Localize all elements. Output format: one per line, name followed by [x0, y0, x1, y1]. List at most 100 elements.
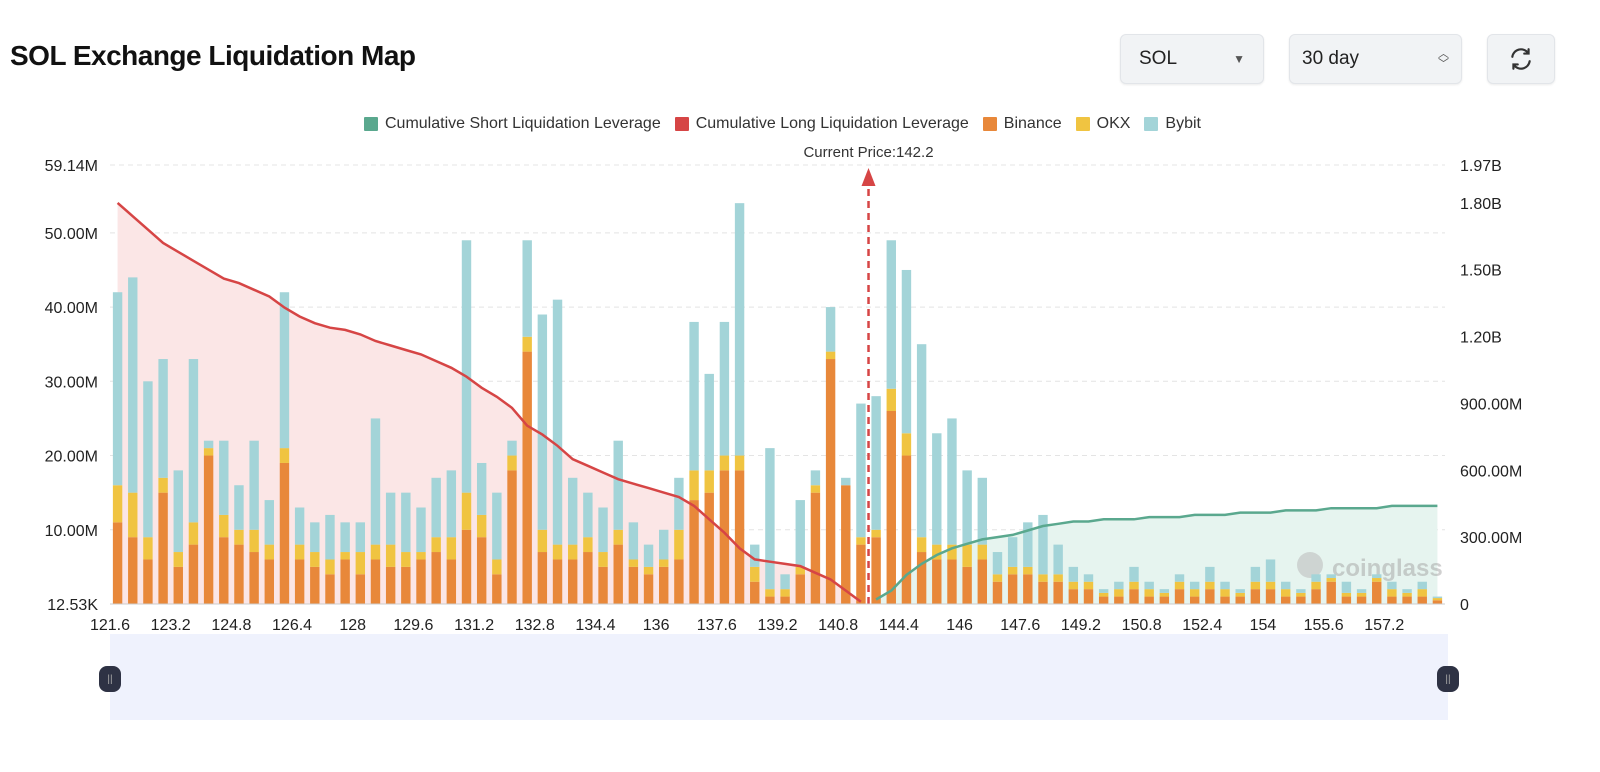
bar-okx	[249, 529, 259, 553]
bar-bybit	[1189, 581, 1200, 590]
bar-bybit	[1311, 574, 1321, 582]
bar-binance	[765, 596, 775, 604]
bar-okx	[916, 537, 927, 553]
bar-bybit	[916, 344, 927, 538]
bar-bybit	[901, 269, 912, 434]
bar-binance	[734, 470, 745, 604]
bar-binance	[613, 544, 623, 604]
bar-bybit	[734, 203, 745, 456]
bar-binance	[659, 566, 669, 604]
legend-item[interactable]: Cumulative Long Liquidation Leverage	[674, 115, 969, 133]
bar-binance	[841, 485, 851, 604]
bar-binance	[143, 559, 153, 604]
bar-bybit	[1432, 596, 1443, 599]
bar-bybit	[947, 418, 957, 545]
bar-okx	[1341, 592, 1352, 597]
bar-bybit	[567, 477, 578, 545]
x-tick-label: 146	[946, 617, 973, 634]
bar-bybit	[1387, 581, 1397, 590]
bar-binance	[1068, 589, 1079, 604]
bar-bybit	[1341, 581, 1352, 593]
watermark-icon	[1297, 552, 1323, 578]
bar-bybit	[173, 470, 183, 553]
bar-okx	[567, 544, 578, 560]
legend-swatch	[982, 117, 997, 131]
bar-okx	[583, 537, 593, 553]
y-left-tick-label: 50.00M	[45, 226, 98, 243]
bar-binance	[856, 544, 866, 604]
symbol-select-value: SOL	[1139, 48, 1178, 69]
bar-bybit	[1281, 581, 1291, 590]
bar-bybit	[355, 522, 366, 553]
bar-binance	[1296, 596, 1306, 604]
x-tick-label: 128	[339, 617, 366, 634]
bar-binance	[1341, 596, 1352, 604]
bar-binance	[1235, 596, 1245, 604]
bar-okx	[1114, 589, 1124, 597]
bar-bybit	[188, 359, 199, 523]
bar-okx	[264, 544, 274, 560]
bar-binance	[446, 559, 457, 604]
slider-handle-left[interactable]: ||	[99, 666, 121, 692]
bar-okx	[1296, 592, 1306, 597]
symbol-select[interactable]: SOL ▼	[1120, 34, 1264, 84]
period-select[interactable]: 30 day ︿ ﹀	[1289, 34, 1462, 84]
bar-okx	[219, 514, 229, 538]
bar-binance	[810, 492, 821, 604]
bar-bybit	[1098, 589, 1109, 593]
bar-binance	[916, 552, 927, 604]
bar-binance	[492, 574, 502, 604]
bar-bybit	[112, 292, 123, 486]
legend-item[interactable]: Binance	[982, 115, 1062, 133]
bar-bybit	[234, 485, 244, 530]
legend-item[interactable]: Bybit	[1144, 115, 1201, 133]
bar-bybit	[385, 492, 396, 545]
bar-binance	[1129, 589, 1139, 604]
bar-okx	[1417, 589, 1427, 597]
bar-bybit	[719, 321, 730, 456]
x-tick-label: 126.4	[272, 617, 312, 634]
slider-handle-right[interactable]: ||	[1437, 666, 1459, 692]
refresh-icon	[1511, 48, 1531, 70]
bar-bybit	[461, 240, 472, 493]
data-zoom-slider[interactable]: || ||	[99, 634, 1459, 720]
legend-swatch	[674, 117, 689, 131]
bar-okx	[659, 559, 669, 567]
bar-bybit	[992, 552, 1003, 575]
x-tick-label: 131.2	[454, 617, 494, 634]
bar-binance	[1189, 596, 1200, 604]
bar-bybit	[1038, 514, 1048, 575]
refresh-button[interactable]	[1487, 34, 1555, 84]
bar-binance	[1220, 596, 1230, 604]
bar-okx	[689, 470, 699, 501]
bar-binance	[476, 537, 487, 604]
bar-binance	[1356, 596, 1367, 604]
x-tick-label: 154	[1250, 617, 1277, 634]
legend-item[interactable]: Cumulative Short Liquidation Leverage	[363, 115, 661, 133]
bar-okx	[1205, 581, 1215, 590]
x-tick-label: 150.8	[1122, 617, 1162, 634]
bar-bybit	[1114, 581, 1124, 590]
bar-bybit	[1023, 522, 1033, 567]
watermark-logo: coinglass	[1297, 552, 1443, 582]
x-tick-label: 152.4	[1182, 617, 1222, 634]
bar-okx	[1053, 574, 1063, 582]
bar-binance	[461, 529, 472, 604]
bar-binance	[750, 581, 760, 604]
bar-okx	[476, 514, 487, 538]
bar-okx	[401, 552, 411, 567]
x-tick-label: 137.6	[697, 617, 737, 634]
bar-bybit	[1053, 544, 1063, 575]
bar-okx	[1281, 589, 1291, 597]
bar-binance	[643, 574, 654, 604]
bar-binance	[583, 552, 593, 604]
bar-okx	[325, 559, 335, 575]
bar-binance	[871, 537, 881, 604]
bar-binance	[219, 537, 229, 604]
bar-binance	[264, 559, 274, 604]
bar-bybit	[158, 359, 168, 478]
bar-okx	[203, 448, 214, 456]
bar-bybit	[825, 307, 836, 352]
bar-okx	[932, 544, 942, 560]
legend-item[interactable]: OKX	[1075, 115, 1130, 133]
